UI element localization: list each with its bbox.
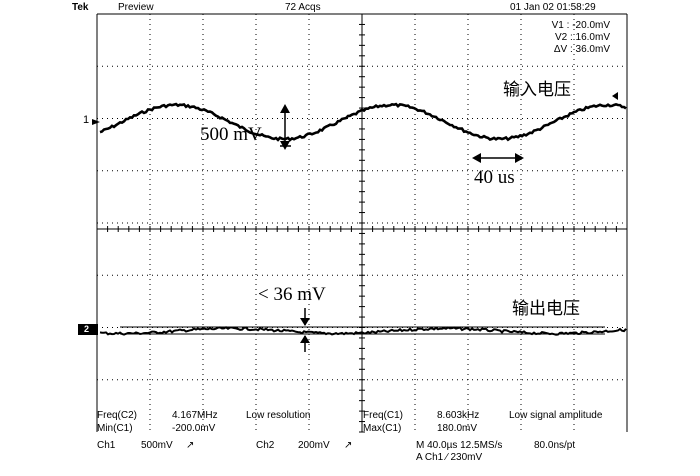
trigger-level-marker bbox=[612, 92, 618, 100]
min-c1-value: -200.0mV bbox=[172, 423, 216, 434]
ch1-coupling-icon: ↗ bbox=[186, 440, 195, 451]
brand-label: Tek bbox=[72, 2, 89, 13]
mode-label: Preview bbox=[118, 2, 154, 13]
ch2-marker-label: 2 bbox=[84, 324, 90, 334]
freq-c2-note: Low resolution bbox=[246, 410, 311, 421]
output-voltage-label: 输出电压 bbox=[512, 299, 580, 319]
ch2-status-label: Ch2 bbox=[256, 440, 275, 451]
ch2-ground-marker bbox=[78, 324, 98, 335]
ripple-label: < 36 mV bbox=[258, 284, 326, 305]
freq-c1-note: Low signal amplitude bbox=[509, 410, 603, 421]
ch1-input-trace bbox=[99, 102, 627, 142]
cursor-readout: V1 : -20.0mV V2 : 16.0mV ΔV : 36.0mV bbox=[515, 20, 610, 56]
max-c1-value: 180.0mV bbox=[437, 423, 478, 434]
ch2-coupling-icon: ↗ bbox=[344, 440, 353, 451]
cursor-v1-readout: V1 : -20.0mV bbox=[551, 20, 610, 31]
period-label: 40 us bbox=[474, 167, 515, 188]
sample-interval-readout: 80.0ns/pt bbox=[534, 440, 576, 451]
datetime-label: 01 Jan 02 01:58:29 bbox=[510, 2, 596, 13]
ch1-ground-marker bbox=[92, 119, 100, 125]
cursor-delta-readout: ΔV : 36.0mV bbox=[553, 44, 610, 55]
ch1-status-label: Ch1 bbox=[97, 440, 116, 451]
amplitude-arrow bbox=[280, 104, 291, 150]
freq-c2-label: Freq(C2) bbox=[97, 410, 138, 421]
cursor-v2-readout: V2 : 16.0mV bbox=[554, 32, 610, 43]
period-arrow bbox=[472, 153, 524, 163]
freq-c2-value: 4.167MHz bbox=[172, 410, 218, 421]
trigger-readout: A Ch1 ∕ 230mV bbox=[416, 452, 483, 463]
freq-c1-value: 8.603kHz bbox=[437, 410, 480, 421]
top-status-bar: Tek Preview 72 Acqs 01 Jan 02 01:58:29 bbox=[0, 0, 700, 18]
amplitude-label: 500 mV bbox=[200, 124, 262, 145]
ch2-scale: 200mV bbox=[298, 440, 330, 451]
ch1-scale: 500mV bbox=[141, 440, 173, 451]
ripple-arrows bbox=[300, 308, 310, 352]
input-voltage-label: 输入电压 bbox=[503, 80, 571, 100]
acquisition-count: 72 Acqs bbox=[285, 2, 321, 13]
ch1-marker-label: 1 bbox=[83, 114, 90, 126]
freq-c1-label: Freq(C1) bbox=[363, 410, 404, 421]
timebase-readout: M 40.0µs 12.5MS/s bbox=[416, 440, 503, 451]
max-c1-label: Max(C1) bbox=[363, 423, 402, 434]
min-c1-label: Min(C1) bbox=[97, 423, 133, 434]
